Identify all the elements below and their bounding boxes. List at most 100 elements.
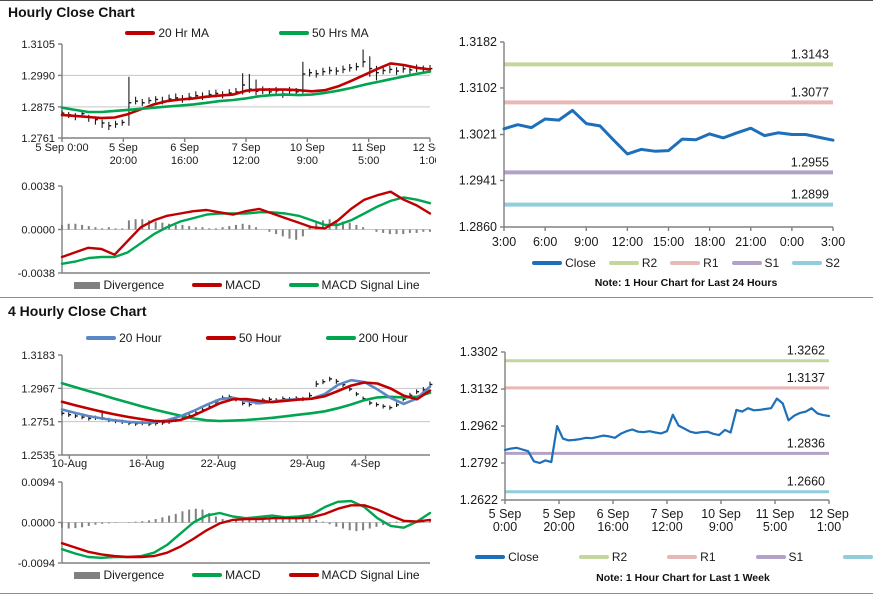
- y-tick-label: 1.2535: [21, 450, 55, 462]
- line-swatch-icon: [192, 283, 223, 287]
- y-tick-label: 1.2875: [21, 102, 55, 114]
- x-tick-label: 0:00: [493, 520, 517, 534]
- fourh-macd-chart: 0.0094 0.0000 -0.0094: [18, 477, 432, 568]
- legend-item: Divergence: [74, 568, 164, 582]
- line-swatch-icon: [667, 555, 698, 559]
- legend-item: S1: [731, 256, 780, 270]
- x-tick-label: 1:00: [419, 155, 436, 167]
- x-tick-label: 16:00: [171, 155, 199, 167]
- legend-label: R2: [611, 550, 628, 564]
- series-50-hour: [60, 381, 432, 423]
- line-swatch-icon: [192, 573, 223, 577]
- legend-item: 20 Hr MA: [125, 26, 209, 40]
- y-tick-label: 0.0000: [21, 518, 55, 530]
- fourh-pivot-chart: 1.3262 1.3137 1.2836 1.2660 1.3302 1.3132 1.29…: [460, 344, 849, 534]
- legend-item: R2: [608, 256, 658, 270]
- legend-item: S2: [843, 550, 873, 564]
- legend-label: Close: [565, 256, 596, 270]
- series-50-hrs-ma: [60, 70, 432, 114]
- line-swatch-icon: [475, 555, 506, 559]
- legend-label: R1: [700, 550, 716, 564]
- line-swatch-icon: [792, 261, 823, 265]
- line-swatch-icon: [279, 31, 309, 35]
- line-swatch-icon: [731, 261, 762, 265]
- pivot-level-label: 1.3137: [787, 371, 825, 385]
- legend-label: 20 Hr MA: [158, 26, 209, 40]
- pivot-level-label: 1.2660: [787, 475, 825, 489]
- y-tick-label: 0.0038: [21, 181, 55, 193]
- x-tick-label: 12:00: [651, 520, 682, 534]
- y-tick-label: 0.0000: [21, 225, 55, 237]
- x-tick-label: 5:00: [358, 155, 379, 167]
- series-close: [503, 397, 831, 465]
- legend-label: MACD: [225, 278, 261, 292]
- x-tick-label: 6 Sep: [170, 142, 199, 154]
- bottom-divider: [0, 593, 873, 594]
- hourly-pivot-legend: Close R2 R1 S1 S2: [437, 256, 873, 270]
- x-tick-label: 5 Sep: [109, 142, 138, 154]
- y-tick-label: 1.3105: [21, 40, 55, 51]
- x-tick-label: 5:00: [763, 520, 787, 534]
- fourh-pivot-legend: Close R2 R1 S1 S2: [437, 550, 873, 564]
- legend-item: 50 Hrs MA: [279, 26, 369, 40]
- x-tick-label: 7 Sep: [232, 142, 261, 154]
- legend-item: R2: [578, 550, 628, 564]
- legend-label: R2: [641, 256, 658, 270]
- series-200-hour: [60, 381, 432, 423]
- series-macd: [60, 190, 432, 259]
- x-tick-label: 20:00: [110, 155, 138, 167]
- line-swatch-icon: [843, 555, 873, 559]
- legend-label: MACD Signal Line: [321, 568, 420, 582]
- x-tick-label: 12:00: [612, 235, 643, 249]
- x-tick-label: 11 Sep: [352, 142, 386, 154]
- y-tick-label: -0.0094: [18, 558, 55, 568]
- legend-item: MACD: [192, 278, 261, 292]
- hourly-macd-legend: Divergence MACD MACD Signal Line: [0, 278, 436, 292]
- line-swatch-icon: [205, 336, 236, 340]
- y-tick-label: 1.2792: [460, 456, 498, 470]
- top-divider: [0, 0, 873, 1]
- section2-title: 4 Hourly Close Chart: [8, 303, 147, 319]
- x-tick-label: 5 Sep: [489, 507, 522, 521]
- y-tick-label: 1.2962: [460, 419, 498, 433]
- x-tick-label: 11 Sep: [756, 507, 795, 521]
- bar-swatch-icon: [74, 571, 101, 579]
- series-macd-signal-line: [60, 504, 432, 559]
- legend-item: Close: [532, 256, 596, 270]
- legend-label: S1: [764, 256, 780, 270]
- y-tick-label: 1.3182: [459, 35, 497, 49]
- x-tick-label: 5 Sep 0:00: [35, 142, 88, 154]
- x-tick-label: 7 Sep: [651, 507, 684, 521]
- legend-item: MACD Signal Line: [288, 278, 420, 292]
- line-swatch-icon: [670, 261, 701, 265]
- legend-item: 50 Hour: [205, 331, 282, 345]
- pivot-level-label: 1.2836: [787, 436, 825, 450]
- x-tick-label: 12 Sep: [809, 507, 849, 521]
- x-tick-label: 12:00: [232, 155, 260, 167]
- line-swatch-icon: [288, 573, 319, 577]
- y-tick-label: 1.3183: [21, 350, 55, 362]
- legend-label: Divergence: [103, 568, 165, 582]
- x-tick-label: 22-Aug: [201, 458, 236, 470]
- y-tick-label: 1.2967: [21, 383, 55, 395]
- hourly-ma-legend: 20 Hr MA 50 Hrs MA: [0, 26, 436, 40]
- y-tick-label: 1.2941: [459, 173, 497, 187]
- pivot-level-label: 1.3077: [791, 85, 829, 99]
- line-swatch-icon: [755, 555, 786, 559]
- hourly-pivot-chart: 1.3143 1.3077 1.2955 1.2899 1.3182 1.3102 1.30…: [459, 35, 845, 249]
- x-tick-label: 20:00: [543, 520, 574, 534]
- legend-item: 200 Hour: [325, 331, 408, 345]
- x-tick-label: 16-Aug: [129, 458, 164, 470]
- series-macd-signal-line: [60, 196, 432, 266]
- bar-swatch-icon: [74, 281, 101, 289]
- x-tick-label: 6:00: [533, 235, 557, 249]
- y-tick-label: 1.2751: [21, 417, 55, 429]
- x-tick-label: 5 Sep: [543, 507, 576, 521]
- hourly-pivot-note: Note: 1 Hour Chart for Last 24 Hours: [594, 277, 778, 289]
- pivot-level-label: 1.2955: [791, 155, 829, 169]
- x-tick-label: 9:00: [574, 235, 598, 249]
- pivot-level-label: 1.3143: [791, 47, 829, 61]
- line-swatch-icon: [532, 261, 563, 265]
